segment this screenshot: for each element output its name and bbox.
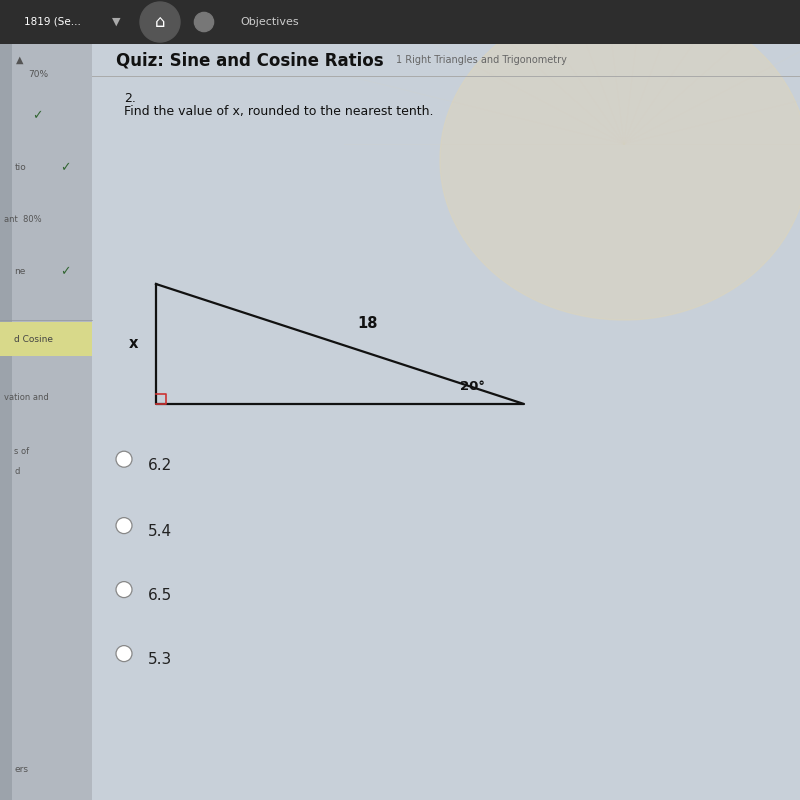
Bar [92,44,800,800]
Text: s of: s of [14,447,30,457]
Text: vation and: vation and [4,393,49,402]
Text: 5.4: 5.4 [148,525,172,539]
Text: Find the value of x, rounded to the nearest tenth.: Find the value of x, rounded to the near… [124,106,434,118]
Text: 1 Right Triangles and Trigonometry: 1 Right Triangles and Trigonometry [396,55,567,65]
Text: 6.2: 6.2 [148,458,172,473]
Text: ant  80%: ant 80% [4,215,42,225]
Text: 70%: 70% [28,70,48,79]
Text: x: x [129,337,138,351]
Text: 5.3: 5.3 [148,653,172,667]
Text: ▲: ▲ [16,55,24,65]
Circle shape [116,582,132,598]
Text: ers: ers [14,765,29,774]
Text: d: d [14,467,20,477]
Text: tio: tio [14,163,26,173]
Circle shape [194,12,214,31]
Ellipse shape [440,0,800,320]
Text: ne: ne [14,267,26,277]
Text: Quiz: Sine and Cosine Ratios: Quiz: Sine and Cosine Ratios [116,51,384,69]
Text: 2.: 2. [124,92,136,105]
Text: Objectives: Objectives [240,17,298,27]
Text: ▼: ▼ [112,17,120,27]
Text: ⌂: ⌂ [154,13,166,31]
Text: 20°: 20° [459,380,485,393]
Text: 6.5: 6.5 [148,589,172,603]
Text: ✓: ✓ [32,110,42,122]
Text: 1819 (Se...: 1819 (Se... [24,17,81,27]
Circle shape [116,451,132,467]
Text: 18: 18 [358,317,378,331]
Bar [0,0,800,44]
Circle shape [116,646,132,662]
Text: ✓: ✓ [60,266,70,278]
Circle shape [140,2,180,42]
Text: d Cosine: d Cosine [14,334,54,344]
Circle shape [116,518,132,534]
Bar [0,44,92,800]
Bar [0,322,92,356]
Bar [0,44,12,800]
Text: ✓: ✓ [60,162,70,174]
